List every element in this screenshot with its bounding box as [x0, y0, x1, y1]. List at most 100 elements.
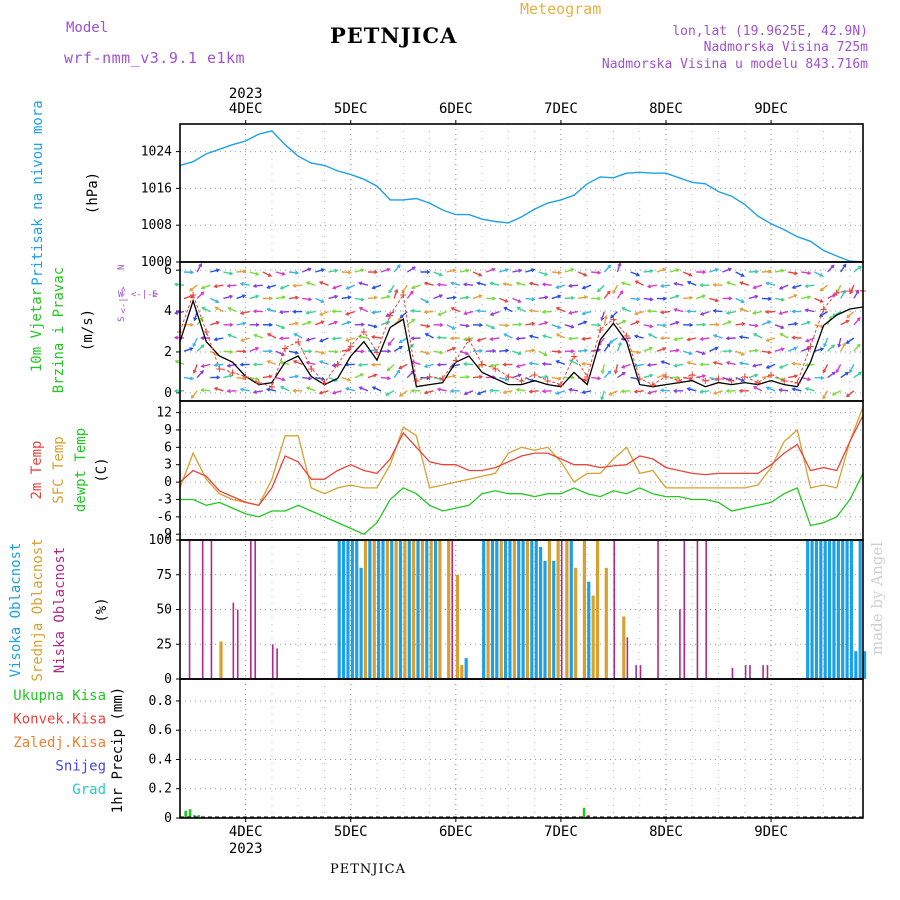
- wind-arrow: [700, 390, 710, 393]
- wind-arrow-head: [321, 350, 326, 355]
- wind-arrow: [385, 390, 395, 396]
- wind-arrow: [437, 388, 447, 392]
- wind-arrow-head: [779, 332, 784, 337]
- wind-arrow-head: [515, 387, 520, 392]
- wind-arrow: [227, 333, 237, 339]
- wind-arrow-head: [360, 322, 365, 327]
- wind-arrow-head: [857, 265, 862, 270]
- wind-arrow: [319, 281, 329, 286]
- wind-arrow-head: [541, 282, 546, 287]
- precip-bar: [188, 809, 192, 818]
- panel-frame: [179, 123, 864, 263]
- wind-arrow: [835, 364, 842, 373]
- wind-arrow-head: [597, 322, 602, 328]
- wind-arrow: [569, 337, 579, 340]
- cloud-bar: [517, 540, 521, 679]
- cloud-bar: [451, 540, 454, 679]
- wind-arrow-head: [701, 294, 706, 299]
- wind-arrow-head: [292, 359, 297, 364]
- wind-arrow: [406, 290, 414, 299]
- wind-arrow: [722, 376, 732, 381]
- wind-arrow-head: [321, 376, 326, 381]
- precip-bar: [184, 810, 187, 818]
- wind-arrow: [647, 284, 657, 288]
- wind-arrow: [266, 388, 277, 392]
- wind-arrow-head: [489, 312, 494, 316]
- cloud-bar: [350, 540, 354, 679]
- wind-arrow-head: [213, 337, 218, 342]
- wind-arrow: [569, 310, 579, 314]
- wind-arrow-head: [189, 376, 195, 381]
- wind-arrow: [661, 360, 671, 366]
- wind-arrow: [183, 347, 193, 352]
- wind-arrow: [315, 350, 325, 354]
- product-title: Meteogram: [520, 0, 602, 18]
- wind-arrow: [726, 310, 736, 315]
- wind-arrow: [358, 335, 369, 339]
- wind-arrow: [424, 363, 434, 368]
- wind-arrow: [551, 350, 561, 353]
- wind-arrow-head: [449, 388, 454, 394]
- wind-arrow: [236, 376, 246, 380]
- y-tick-label: 0.2: [149, 782, 172, 797]
- wind-arrow: [193, 364, 198, 374]
- wind-arrow: [696, 350, 706, 355]
- wind-arrow: [240, 388, 250, 392]
- wind-gust-marker: +: [373, 345, 380, 359]
- wind-arrow-head: [807, 295, 812, 300]
- wind-arrow-head: [791, 335, 796, 340]
- cloud-bar: [385, 540, 389, 679]
- wind-arrow-head: [780, 325, 785, 330]
- wind-arrow: [262, 271, 272, 277]
- wind-arrow: [709, 268, 719, 273]
- wind-arrow-head: [845, 393, 850, 398]
- wind-arrow-head: [597, 270, 602, 275]
- year-label-top: 2023: [229, 86, 263, 102]
- wind-arrow: [503, 307, 513, 313]
- wind-arrow: [380, 268, 390, 273]
- wind-arrow-head: [544, 320, 549, 325]
- y-tick-label: 4: [164, 304, 172, 319]
- wind-arrow: [228, 307, 237, 313]
- wind-arrow-head: [386, 294, 391, 299]
- wind-arrow-head: [360, 349, 365, 354]
- wind-arrow: [301, 321, 311, 326]
- wind-arrow-head: [845, 319, 850, 324]
- precip-legend-item: Grad: [72, 782, 106, 798]
- wind-arrow-head: [229, 322, 234, 327]
- wind-arrow: [656, 374, 666, 379]
- wind-arrow-head: [584, 348, 589, 353]
- wind-arrow: [240, 310, 250, 315]
- wind-arrow: [411, 310, 421, 313]
- wind-arrow: [805, 309, 815, 313]
- wind-arrow: [748, 324, 758, 327]
- wind-arrow-head: [411, 318, 416, 323]
- cloud-bar: [587, 581, 591, 679]
- wind-gust-marker: +: [846, 284, 853, 298]
- wind-arrow-head: [531, 297, 536, 302]
- wind-arrow: [463, 337, 474, 341]
- wind-arrow-head: [292, 309, 297, 314]
- wind-arrow: [433, 376, 443, 381]
- cloud-bar: [705, 540, 707, 679]
- wind-arrow: [687, 337, 697, 341]
- wind-arrow-head: [675, 294, 680, 299]
- wind-arrow: [328, 295, 338, 300]
- wind-arrow-head: [371, 285, 376, 290]
- wind-arrow-head: [357, 362, 362, 367]
- wind-arrow-head: [268, 374, 273, 379]
- wind-arrow: [753, 333, 763, 339]
- wind-arrow: [183, 376, 194, 380]
- wind-arrow-head: [754, 294, 759, 299]
- wind-arrow-head: [347, 270, 352, 275]
- wind-arrow: [614, 364, 619, 374]
- wind-arrow-head: [358, 306, 363, 311]
- wind-arrow-head: [714, 267, 720, 272]
- wind-arrow: [840, 290, 846, 299]
- wind-arrow-head: [765, 365, 770, 369]
- wind-arrow-head: [242, 349, 247, 354]
- wind-arrow: [582, 390, 592, 394]
- wind-arrow: [582, 310, 592, 315]
- wind-arrow: [490, 337, 500, 341]
- wind-arrow-head: [229, 294, 234, 299]
